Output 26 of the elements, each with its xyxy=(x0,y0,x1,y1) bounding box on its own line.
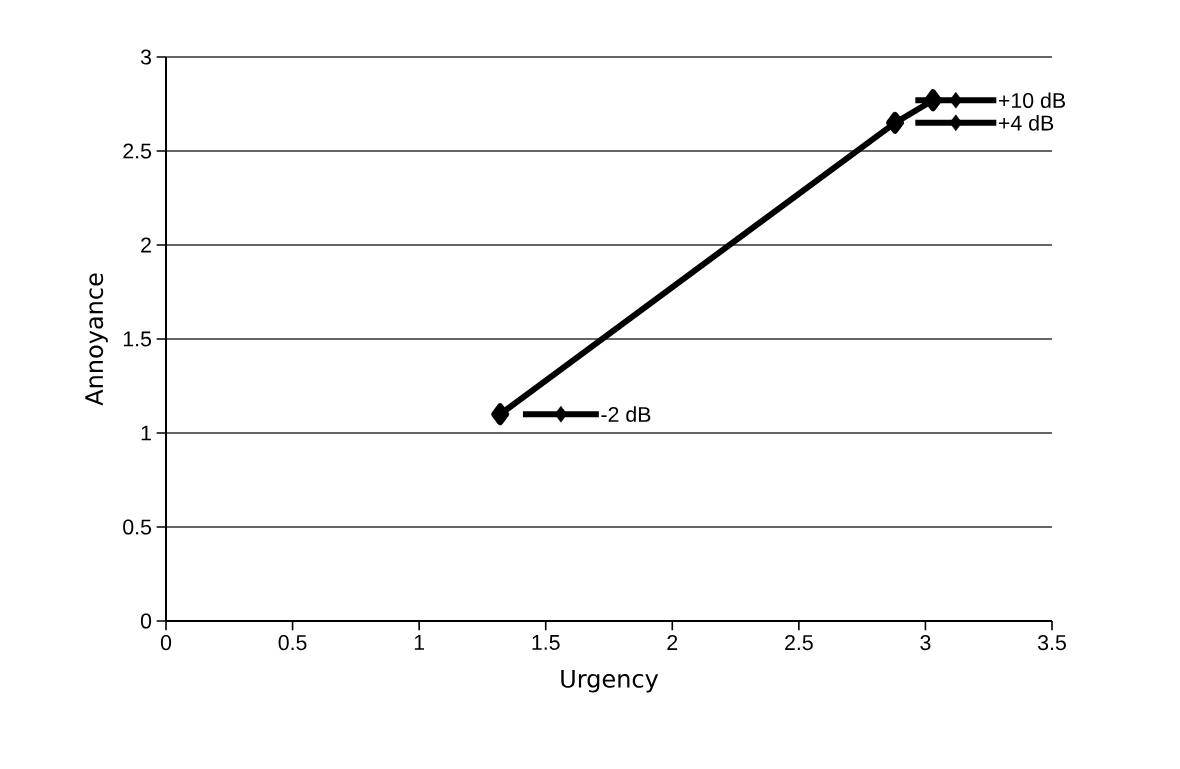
point xyxy=(554,405,568,423)
x-tick-label: 2.5 xyxy=(785,635,813,651)
series-label: -2 dB xyxy=(601,406,651,423)
x-tick-label: 1.5 xyxy=(532,635,560,650)
y-tick-label: 1 xyxy=(141,425,151,441)
y-tick-label: 3 xyxy=(140,49,152,65)
x-tick-label: 1 xyxy=(414,635,425,650)
y-tick-label: 2 xyxy=(141,237,151,253)
point xyxy=(886,111,905,134)
y-axis-title: Annoyance xyxy=(85,273,108,406)
x-tick-label: 0.5 xyxy=(278,635,307,651)
x-tick-label: 3.5 xyxy=(1037,635,1066,651)
y-tick-label: 0.5 xyxy=(123,519,152,535)
point xyxy=(949,91,963,109)
x-tick-label: 3 xyxy=(920,635,931,651)
y-tick-label: 0 xyxy=(140,613,152,629)
x-axis-title: Urgency xyxy=(561,669,659,693)
x-tick-label: 0 xyxy=(160,635,172,651)
point xyxy=(949,114,963,132)
y-tick-label: 2.5 xyxy=(123,143,152,159)
series-label: +4 dB xyxy=(998,114,1054,131)
y-tick-label: 1.5 xyxy=(123,331,152,347)
x-tick-label: 2 xyxy=(667,635,678,650)
point xyxy=(491,403,510,426)
point xyxy=(924,89,943,112)
series-label: +10 dB xyxy=(998,92,1065,109)
